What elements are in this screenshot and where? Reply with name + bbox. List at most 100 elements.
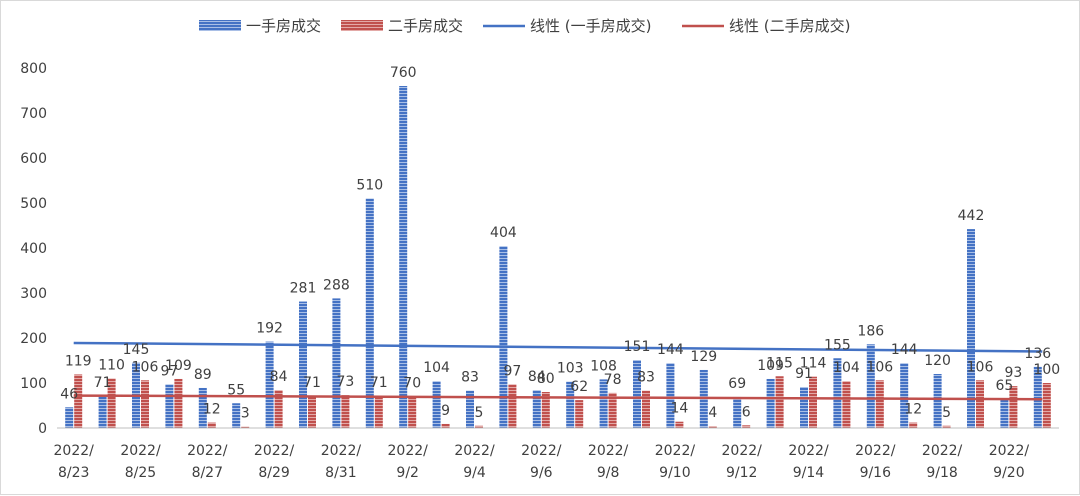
data-label-series-2: 71: [303, 375, 321, 391]
bar-series-1: [165, 384, 174, 428]
x-axis: 2022/8/23 2022/8/25 2022/8/27 2022/8/29 2022…: [54, 443, 1030, 481]
x-tick-label: 9/14: [793, 465, 825, 481]
x-tick-label: 2022/: [388, 443, 429, 459]
bar-series-1: [432, 381, 441, 428]
trendline-series-2: [73, 394, 1043, 401]
bar-series-1: [800, 387, 808, 428]
data-label-series-1: 97: [160, 363, 178, 379]
data-label-series-1: 404: [490, 225, 517, 241]
data-label-series-2: 119: [65, 353, 92, 369]
bar-series-1: [532, 390, 541, 428]
y-tick-label: 600: [20, 151, 47, 167]
bar-series-1: [98, 396, 107, 428]
data-label-series-2: 78: [604, 372, 622, 388]
bar-series-2: [308, 396, 316, 428]
x-tick-label: 2022/: [722, 443, 763, 459]
bar-series-2: [408, 396, 417, 428]
data-label-series-1: 192: [256, 321, 283, 337]
data-label-series-1: 144: [891, 342, 918, 358]
data-label-series-1: 155: [824, 337, 851, 353]
bar-series-2: [842, 381, 851, 428]
bar-series-1: [633, 360, 641, 428]
bar-series-2: [909, 422, 918, 428]
data-label-series-1: 46: [60, 386, 78, 402]
data-label-series-2: 5: [475, 405, 484, 421]
bar-series-2: [441, 423, 450, 428]
data-label-series-2: 5: [942, 405, 951, 421]
x-tick-label: 9/4: [463, 465, 486, 481]
bar-series-1: [1000, 398, 1009, 428]
bar-series-1: [833, 358, 842, 428]
data-label-series-2: 62: [570, 379, 588, 395]
legend-label-series-1: 一手房成交: [246, 17, 321, 35]
bar-series-2: [74, 374, 83, 428]
data-label-series-1: 83: [461, 370, 479, 386]
x-tick-label: 2022/: [454, 443, 495, 459]
data-label-series-1: 71: [94, 375, 112, 391]
data-labels: 46 71 145 97 89 5 5 192 281 288 510 760 104 83 404 84 10…: [60, 65, 1060, 422]
bar-series-1: [967, 229, 975, 428]
x-tick-label: 9/18: [926, 465, 957, 481]
bar-series-2: [708, 426, 717, 428]
x-tick-label: 9/6: [530, 465, 553, 481]
bar-series-1: [232, 403, 241, 428]
data-label-series-1: 84: [528, 369, 546, 385]
bar-series-1: [1033, 366, 1042, 428]
bar-series-2: [241, 426, 250, 428]
x-tick-label: 2022/: [922, 443, 963, 459]
data-label-series-1: 91: [795, 366, 813, 382]
legend-label-series-2: 二手房成交: [388, 17, 463, 35]
bar-series-2: [341, 395, 350, 428]
trendline-series-1: [73, 341, 1043, 353]
y-tick-label: 700: [20, 106, 47, 122]
data-label-series-2: 80: [537, 371, 555, 387]
data-label-series-2: 104: [833, 360, 860, 376]
data-label-series-2: 110: [98, 358, 125, 374]
data-label-series-1: 108: [590, 358, 617, 374]
x-tick-label: 9/16: [860, 465, 892, 481]
data-label-series-2: 12: [203, 402, 221, 418]
bar-series-2: [107, 378, 116, 428]
chart-legend: 一手房成交 二手房成交 线性 (一手房成交) 线性 (二手房成交): [199, 17, 850, 35]
bar-series-1: [466, 390, 474, 428]
data-label-series-1: 89: [194, 367, 212, 383]
x-tick-label: 8/27: [192, 465, 223, 481]
bar-series-1: [566, 381, 575, 428]
bar-series-1: [900, 363, 909, 428]
data-label-series-2: 106: [967, 359, 994, 375]
x-tick-label: 8/29: [258, 465, 289, 481]
data-label-series-1: 65: [995, 378, 1013, 394]
y-tick-label: 0: [38, 421, 47, 437]
x-tick-label: 9/2: [396, 465, 419, 481]
data-label-series-1: 288: [323, 277, 350, 293]
data-label-series-1: 281: [290, 281, 317, 297]
bar-series-1: [198, 387, 207, 428]
data-label-series-1: 69: [728, 376, 746, 392]
bar-series-2: [875, 380, 884, 428]
bar-series-2: [575, 400, 584, 428]
bar-series-1: [265, 341, 274, 428]
data-label-series-2: 9: [441, 403, 450, 419]
data-label-series-2: 100: [1033, 362, 1060, 378]
data-label-series-1: 760: [390, 65, 417, 81]
bar-series-2: [475, 425, 483, 428]
legend-swatch-series-2: [341, 20, 383, 31]
bar-series-1: [866, 344, 875, 428]
bar-series-2: [942, 425, 951, 428]
x-tick-label: 2022/: [989, 443, 1030, 459]
bar-series-2: [141, 380, 149, 428]
x-tick-label: 2022/: [254, 443, 295, 459]
bar-series-1: [733, 396, 742, 428]
data-label-series-1: 129: [690, 349, 717, 365]
y-tick-label: 800: [20, 61, 47, 77]
legend-swatch-series-1: [199, 20, 241, 31]
data-label-series-2: 115: [766, 355, 793, 371]
data-label-series-1: 510: [356, 178, 383, 194]
y-axis: 0 100 200 300 400 500 600 700 800: [20, 61, 47, 437]
data-label-series-1: 145: [123, 342, 150, 358]
data-label-series-1: 136: [1024, 346, 1051, 362]
x-tick-label: 2022/: [187, 443, 228, 459]
bar-series-1: [365, 198, 374, 428]
x-tick-label: 9/10: [659, 465, 690, 481]
